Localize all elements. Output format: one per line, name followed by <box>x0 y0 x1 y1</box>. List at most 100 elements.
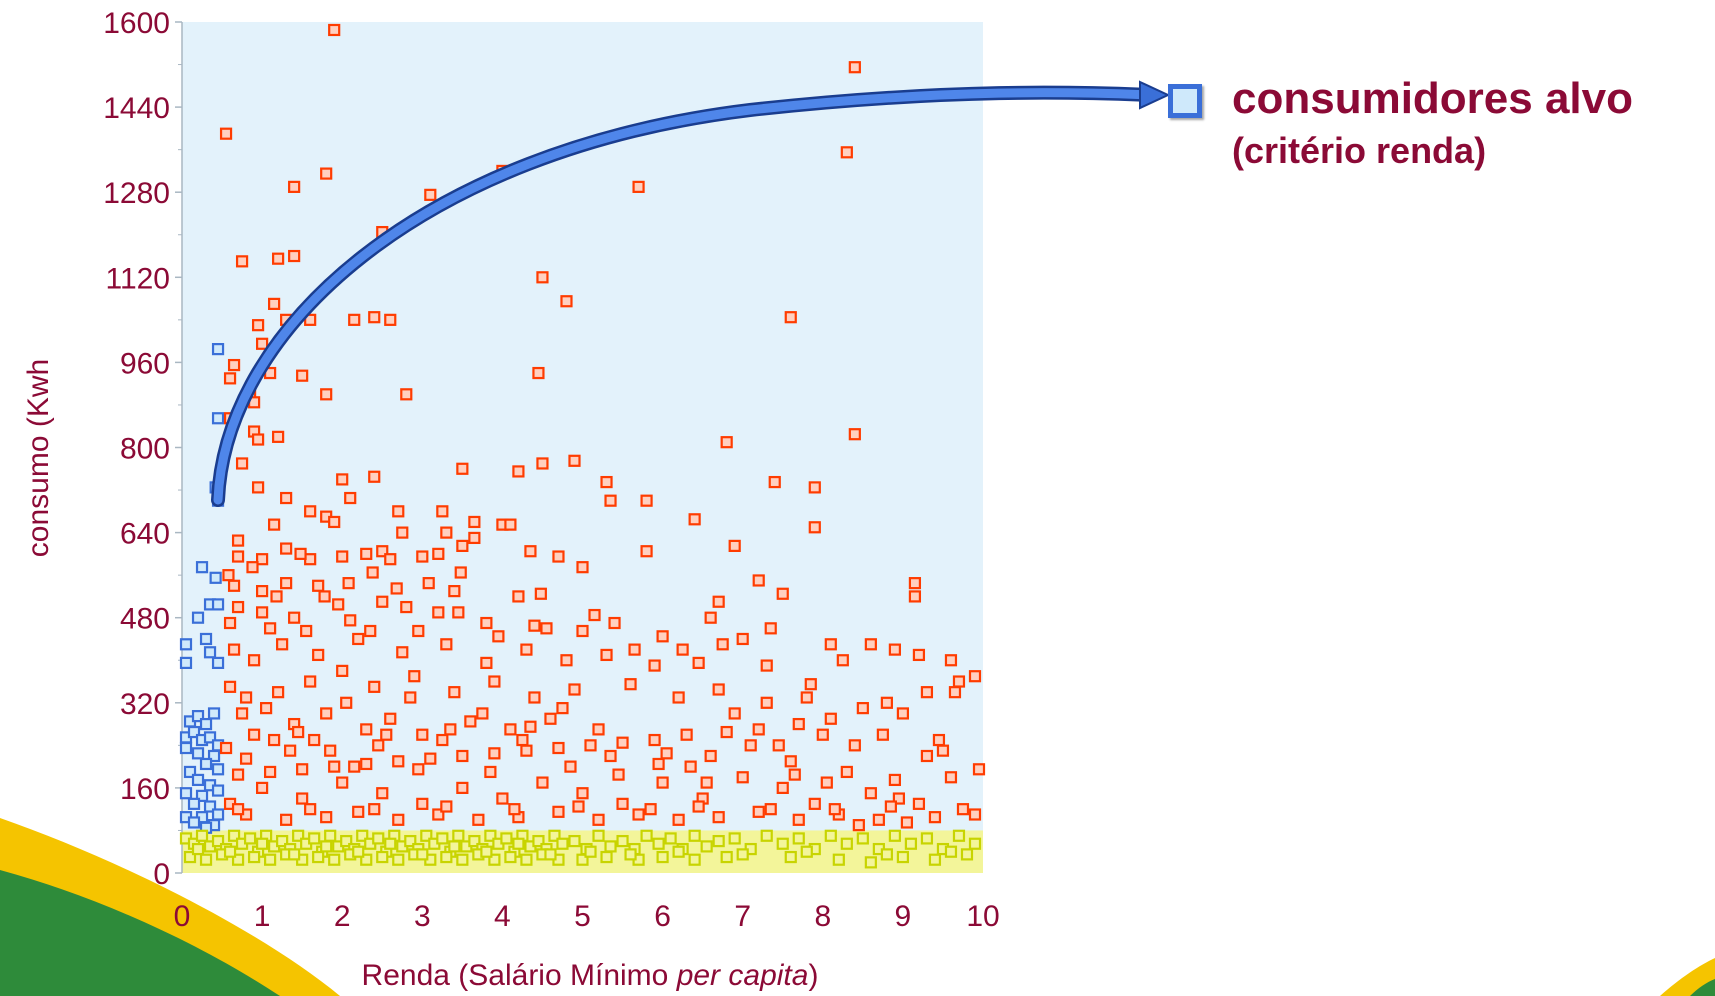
data-point <box>280 491 293 505</box>
data-point <box>616 797 629 810</box>
data-point <box>211 763 225 776</box>
data-point <box>488 853 501 866</box>
data-point <box>312 648 325 662</box>
data-point <box>416 797 429 810</box>
data-point <box>904 837 918 850</box>
data-point <box>444 723 457 736</box>
data-point <box>372 832 385 845</box>
data-point <box>824 638 837 651</box>
data-point <box>191 611 205 624</box>
x-tick-label: 6 <box>654 900 671 933</box>
data-point <box>207 707 221 720</box>
data-point <box>884 800 897 813</box>
data-point <box>956 803 970 816</box>
data-point <box>728 539 741 552</box>
data-point <box>640 545 653 558</box>
data-point <box>516 733 529 747</box>
data-point <box>536 457 549 470</box>
data-point <box>832 853 845 866</box>
data-point <box>276 638 289 651</box>
data-point <box>412 624 425 638</box>
data-point <box>199 853 213 866</box>
data-point <box>203 800 217 813</box>
data-point <box>231 600 245 614</box>
data-point <box>456 853 469 866</box>
data-point <box>520 853 533 866</box>
data-point <box>828 803 841 816</box>
data-point <box>384 313 397 326</box>
data-point <box>920 832 934 845</box>
data-point <box>187 725 201 739</box>
data-point <box>344 491 357 505</box>
data-point <box>336 473 349 486</box>
legend-sublabel: (critério renda) <box>1232 130 1487 171</box>
data-point <box>528 619 541 632</box>
y-tick-label: 800 <box>120 433 170 466</box>
data-point <box>876 728 889 741</box>
data-point <box>608 616 621 630</box>
data-point <box>312 579 325 592</box>
data-point <box>856 832 869 845</box>
data-point <box>808 481 821 494</box>
data-point <box>736 632 749 646</box>
data-point <box>816 728 829 741</box>
data-point <box>235 707 249 720</box>
data-point <box>760 659 773 672</box>
data-point <box>600 648 613 662</box>
data-point <box>852 819 865 832</box>
data-point <box>400 388 413 401</box>
data-point <box>716 638 729 651</box>
data-point <box>384 837 397 850</box>
y-tick-label: 1280 <box>103 177 170 210</box>
data-point <box>672 691 685 704</box>
data-point <box>384 712 397 725</box>
x-axis-label-italic: per capita <box>676 959 809 992</box>
data-point <box>256 337 269 350</box>
data-point <box>312 850 325 864</box>
data-point <box>320 840 333 853</box>
data-point <box>332 598 345 611</box>
data-point <box>211 412 225 425</box>
data-point <box>520 643 533 656</box>
data-point <box>764 803 777 816</box>
data-point <box>556 837 569 850</box>
data-point <box>187 797 201 810</box>
data-point <box>544 848 557 861</box>
data-point <box>211 808 225 821</box>
data-point <box>440 638 453 651</box>
data-point <box>264 765 277 779</box>
data-point <box>352 805 365 818</box>
data-point <box>179 787 193 800</box>
x-tick-label: 9 <box>895 900 912 933</box>
data-point <box>448 686 461 699</box>
data-point <box>468 531 481 545</box>
data-point <box>436 832 449 845</box>
data-point <box>808 521 821 534</box>
data-point <box>592 813 605 826</box>
data-point <box>183 765 197 779</box>
data-point <box>211 343 225 356</box>
data-point <box>576 853 589 866</box>
data-point <box>524 545 537 558</box>
data-point <box>296 763 309 776</box>
data-point <box>211 834 225 848</box>
plot-area <box>182 22 983 873</box>
data-point <box>247 654 261 667</box>
data-point <box>712 811 725 824</box>
data-point <box>534 587 547 600</box>
x-axis-label: Renda (Salário Mínimo per capita) <box>362 959 819 992</box>
data-point <box>792 813 805 826</box>
data-point <box>920 686 934 699</box>
x-tick-label: 4 <box>494 900 511 933</box>
data-point <box>560 295 573 308</box>
y-tick-label: 0 <box>153 858 170 891</box>
data-point <box>968 808 982 821</box>
x-tick-label: 10 <box>966 900 999 933</box>
data-point <box>968 670 982 683</box>
data-point <box>251 481 265 494</box>
data-point <box>800 845 813 858</box>
data-point <box>270 590 283 603</box>
data-point <box>540 622 553 635</box>
y-tick-label: 640 <box>120 518 170 551</box>
